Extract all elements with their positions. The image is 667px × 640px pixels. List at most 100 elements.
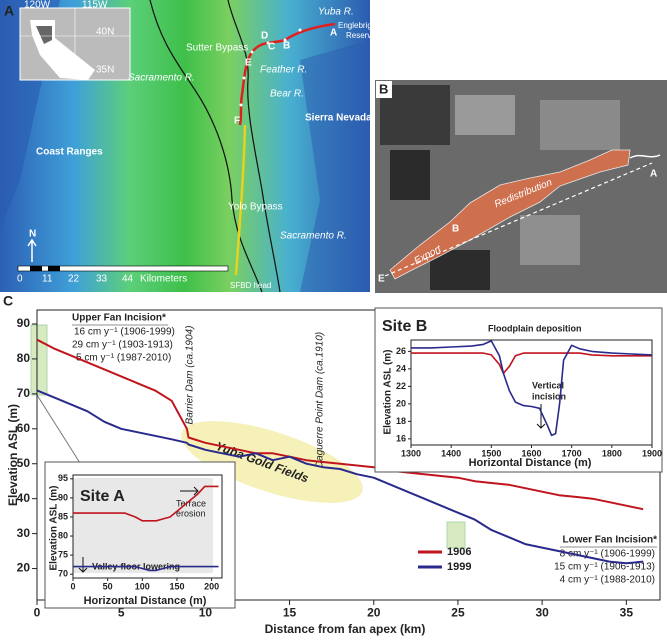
sierra-relief [300, 40, 370, 292]
yolo-bypass-line [234, 124, 247, 276]
y-tick-label: 70 [17, 386, 31, 400]
annotation: Vertical [532, 380, 564, 390]
annotation: 29 cm y⁻¹ (1903-1913) [72, 340, 173, 351]
site-label: D [261, 31, 268, 42]
y-tick-label: 85 [58, 511, 68, 521]
annotation: Terrace [176, 498, 206, 508]
y-tick-label: 40 [17, 491, 31, 505]
y-tick-label: 22 [396, 381, 406, 391]
y-tick-label: 18 [396, 416, 406, 426]
annotation: Upper Fan Incision* [72, 313, 166, 324]
y-axis-label: Elevation ASL (m) [6, 404, 20, 506]
y-axis-label: Elevation ASL (m) [49, 485, 60, 570]
scale-label: 22 [68, 274, 80, 285]
profile-line [384, 162, 653, 277]
map-label: Sacramento R. [280, 231, 347, 242]
map-label: Reservoir [346, 31, 381, 40]
x-axis-label: Horizontal Distance (m) [84, 595, 207, 607]
annotation: Floodplain deposition [488, 323, 582, 333]
annotation: 5 cm y⁻¹ (1987-2010) [76, 353, 171, 364]
annotation: incision [532, 391, 566, 401]
north-arrow [27, 238, 37, 262]
x-tick-label: 0 [70, 582, 75, 592]
y-tick-label: 60 [17, 421, 31, 435]
x-tick-label: 50 [103, 582, 113, 592]
annotation: 15 cm y⁻¹ (1906-1913) [554, 562, 655, 573]
panel-label: B [379, 81, 388, 96]
arrow [536, 404, 546, 429]
field [455, 95, 515, 135]
field [390, 150, 430, 200]
line-series [73, 485, 219, 522]
site-label: E [245, 58, 252, 69]
map-label: Yuba R. [318, 7, 354, 18]
y-axis-label: Elevation ASL (m) [383, 349, 394, 434]
inset-label: 115W [82, 0, 108, 11]
map-label: Feather R. [260, 65, 307, 76]
x-tick-label: 1700 [562, 449, 582, 459]
map-label: Bear R. [270, 89, 304, 100]
site-a-highlight [30, 324, 48, 396]
x-tick-label: 25 [451, 606, 465, 620]
inset-label: 120W [24, 0, 51, 11]
y-tick-label: 80 [17, 351, 31, 365]
annotation: 4 cm y⁻¹ (1988-2010) [560, 575, 655, 586]
panel-label: C [3, 293, 13, 309]
sample-points [239, 28, 302, 107]
legend-label: 1906 [447, 546, 471, 558]
map-label: Sierra Nevada [305, 113, 372, 124]
scale-label: 44 [122, 274, 134, 285]
y-tick-label: 70 [58, 569, 68, 579]
scale-bar [48, 266, 60, 271]
x-tick-label: 150 [169, 582, 184, 592]
annotation: Lower Fan Incision* [563, 535, 658, 546]
river [149, 0, 263, 293]
scale-bar [17, 265, 229, 272]
site-b-inset: Site B Floodplain deposition Vertical in… [374, 307, 663, 473]
x-axis-label: Horizontal Distance (m) [469, 457, 592, 469]
map-label: Yolo Bypass [228, 202, 283, 213]
inset-title: Site A [80, 488, 125, 505]
map-label: Coast Ranges [36, 147, 103, 158]
gold-fields-area [389, 149, 631, 280]
map-label: SFBD head [230, 281, 271, 290]
site-a-inset: Site A Terrace erosion Valley-floor lowe… [44, 461, 236, 609]
x-tick-label: 10 [199, 606, 213, 620]
connector [36, 394, 81, 464]
plot-frame [72, 474, 223, 579]
y-tick-label: 30 [17, 526, 31, 540]
x-tick-label: 1500 [481, 449, 501, 459]
gold-fields-highlight [181, 421, 363, 503]
y-tick-label: 24 [396, 363, 406, 373]
inset-title: Site B [382, 318, 427, 335]
x-tick-label: 35 [620, 606, 634, 620]
line-series [411, 352, 652, 375]
scale-label: 0 [17, 274, 23, 285]
field [540, 100, 620, 150]
x-tick-label: 1600 [521, 449, 541, 459]
north-label: N [29, 229, 36, 240]
annotation: Daguerre Point Dam (ca.1910) [315, 332, 326, 468]
map-label: Englebright [338, 21, 379, 30]
line-series [73, 565, 219, 572]
line-series [411, 340, 653, 437]
x-tick-label: 1400 [441, 449, 461, 459]
annotation: Barrier Dam (ca.1904) [185, 326, 196, 425]
x-tick-label: 1800 [602, 449, 622, 459]
x-tick-label: 20 [367, 606, 381, 620]
y-tick-label: 26 [396, 346, 406, 356]
scale-label: Kilometers [140, 274, 187, 285]
study-area [36, 26, 52, 44]
x-tick-label: 1900 [642, 449, 662, 459]
y-tick-label: 80 [58, 530, 68, 540]
inset-label: 35N [96, 65, 114, 76]
site-label: B [283, 41, 290, 52]
scale-label: 33 [96, 274, 108, 285]
map-label: Sacramento R. [128, 73, 195, 84]
y-tick-label: 50 [17, 456, 31, 470]
annotation: 8 cm y⁻¹ (1906-1999) [560, 549, 655, 560]
x-tick-label: 5 [118, 606, 125, 620]
river [227, 0, 281, 293]
